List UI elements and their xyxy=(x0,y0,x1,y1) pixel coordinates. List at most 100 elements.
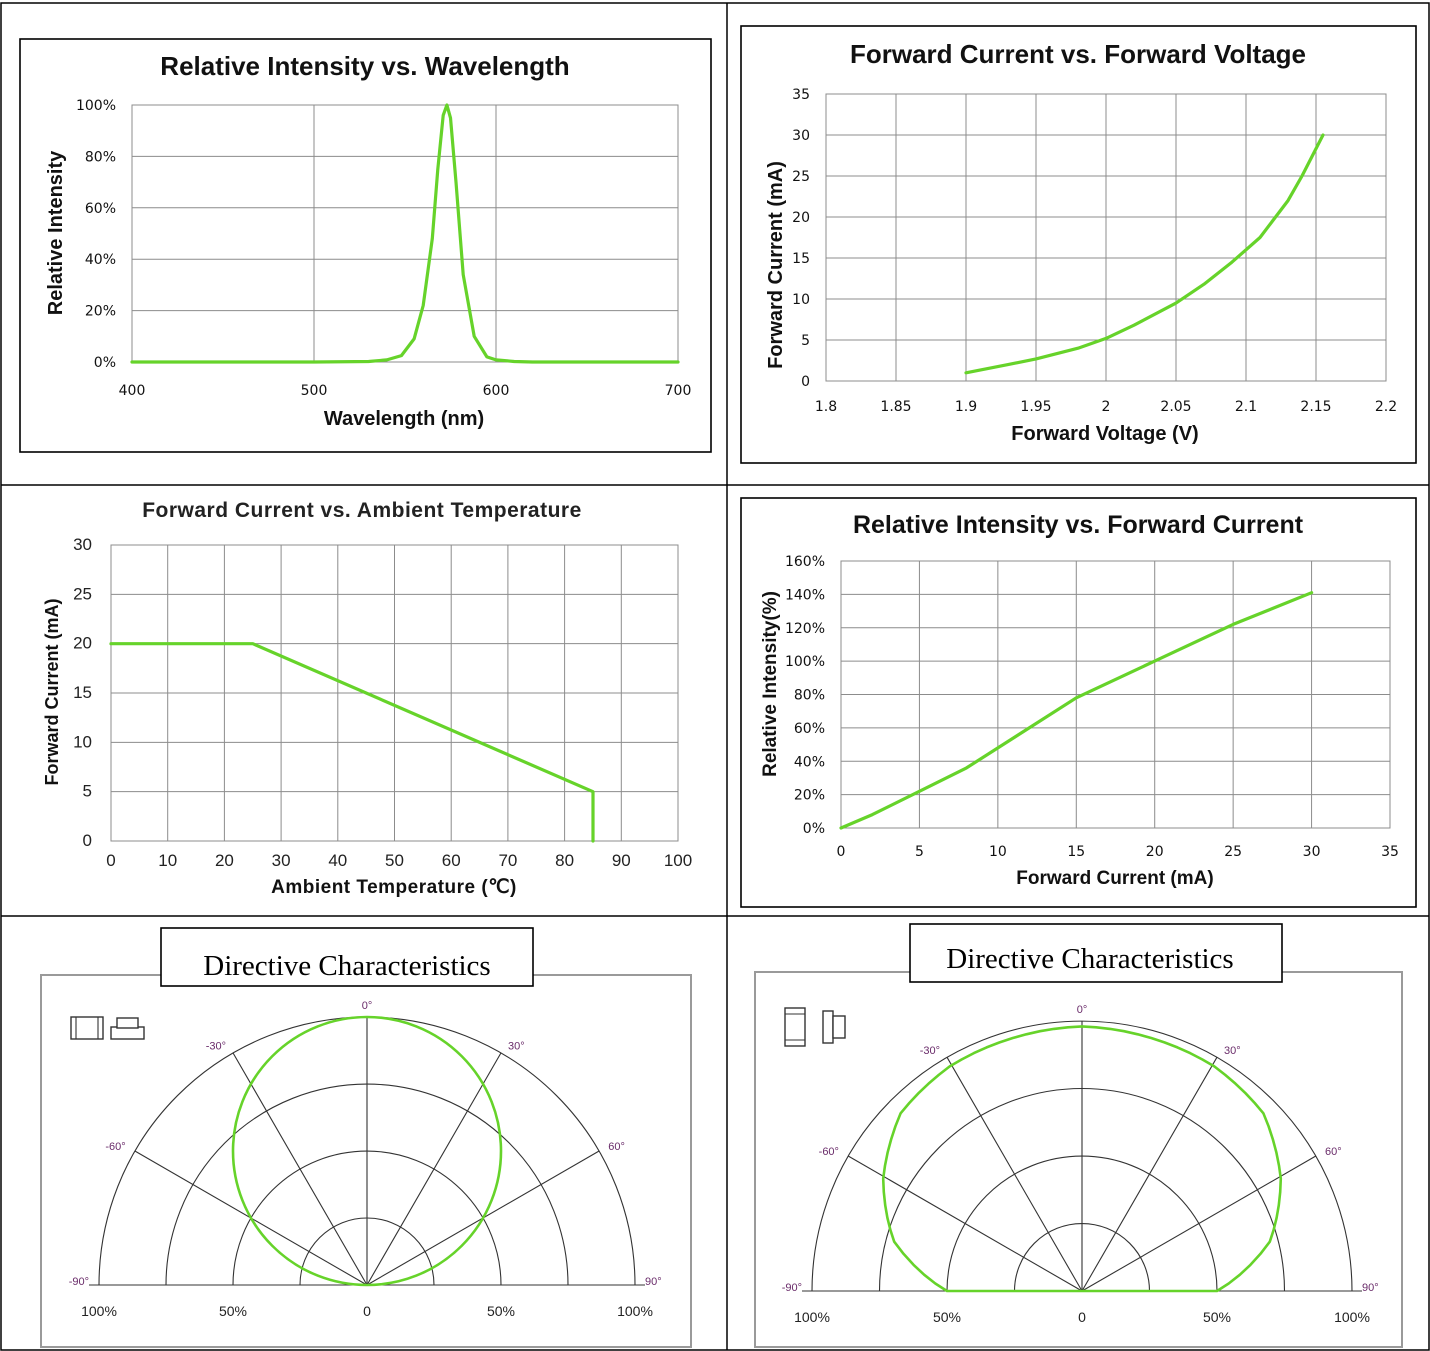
polar-angle-label: -90° xyxy=(782,1282,802,1294)
y-tick-label: 100% xyxy=(76,98,116,114)
x-tick-label: 600 xyxy=(483,383,510,399)
polar-radial-label: 100% xyxy=(1334,1309,1370,1325)
chart-relative-intensity-vs-forward-current: Relative Intensity vs. Forward Current 0… xyxy=(741,498,1416,907)
chart-title: Relative Intensity vs. Forward Current xyxy=(853,511,1304,539)
x-tick-label: 20 xyxy=(215,851,234,870)
chart-title: Relative Intensity vs. Wavelength xyxy=(160,51,569,81)
x-tick-label: 15 xyxy=(1067,844,1085,860)
polar-angle-label: -30° xyxy=(920,1045,940,1057)
x-axis-label: Ambient Temperature (℃) xyxy=(271,877,517,898)
polar-radial-label: 100% xyxy=(81,1303,117,1319)
x-tick-label: 30 xyxy=(272,851,291,870)
chart-directive-characteristics-right: 0° 30° 60° 90° -30° -60° -90° 100% 50% 0 50% 100% D… xyxy=(755,924,1402,1347)
x-tick-label: 0 xyxy=(106,851,115,870)
polar-radial-label: 50% xyxy=(933,1309,961,1325)
polar-angle-label: 30° xyxy=(1224,1045,1241,1057)
x-tick-label: 80 xyxy=(555,851,574,870)
y-tick-label: 10 xyxy=(73,732,92,751)
y-tick-label: 100% xyxy=(785,654,825,670)
polar-angle-label: -30° xyxy=(206,1041,226,1053)
chart-title: Forward Current vs. Ambient Temperature xyxy=(142,499,582,522)
x-tick-label: 5 xyxy=(915,844,924,860)
y-tick-label: 30 xyxy=(73,535,92,554)
x-tick-label: 2.2 xyxy=(1375,399,1397,415)
y-tick-label: 20 xyxy=(73,634,92,653)
polar-angle-label: 0° xyxy=(362,1000,373,1012)
y-tick-label: 0 xyxy=(83,831,92,850)
polar-angle-label: -90° xyxy=(69,1276,89,1288)
x-tick-label: 70 xyxy=(498,851,517,870)
y-tick-label: 60% xyxy=(85,201,116,217)
y-tick-label: 35 xyxy=(792,87,810,103)
polar-angle-label: 0° xyxy=(1077,1004,1088,1016)
y-tick-label: 5 xyxy=(83,782,92,801)
x-tick-label: 1.95 xyxy=(1020,399,1051,415)
y-tick-label: 15 xyxy=(73,683,92,702)
x-tick-label: 1.8 xyxy=(815,399,837,415)
chart-title: Forward Current vs. Forward Voltage xyxy=(850,39,1306,69)
x-tick-label: 50 xyxy=(385,851,404,870)
y-tick-label: 120% xyxy=(785,621,825,637)
x-tick-label: 10 xyxy=(158,851,177,870)
x-tick-label: 35 xyxy=(1381,844,1399,860)
y-axis-label: Relative Intensity xyxy=(45,150,67,315)
x-tick-label: 2 xyxy=(1102,399,1111,415)
x-tick-label: 700 xyxy=(665,383,692,399)
y-tick-label: 20% xyxy=(794,788,825,804)
x-tick-label: 60 xyxy=(442,851,461,870)
x-tick-label: 2.1 xyxy=(1235,399,1257,415)
polar-radial-label: 100% xyxy=(794,1309,830,1325)
polar-radial-label: 50% xyxy=(487,1303,515,1319)
y-tick-label: 160% xyxy=(785,554,825,570)
y-axis-label: Relative Intensity(%) xyxy=(760,591,781,777)
x-tick-label: 25 xyxy=(1224,844,1242,860)
y-tick-label: 80% xyxy=(794,688,825,704)
chart-forward-current-vs-forward-voltage: Forward Current vs. Forward Voltage 1.8 1… xyxy=(741,26,1416,463)
x-tick-label: 1.9 xyxy=(955,399,977,415)
y-tick-label: 0 xyxy=(801,374,810,390)
polar-radial-label: 0 xyxy=(363,1303,371,1319)
y-tick-label: 40% xyxy=(794,754,825,770)
polar-angle-label: 90° xyxy=(645,1276,662,1288)
x-axis-label: Wavelength (nm) xyxy=(324,408,484,430)
y-tick-label: 0% xyxy=(94,355,116,371)
x-tick-label: 2.15 xyxy=(1300,399,1331,415)
x-tick-label: 400 xyxy=(119,383,146,399)
polar-angle-label: 30° xyxy=(508,1041,525,1053)
x-tick-label: 500 xyxy=(301,383,328,399)
polar-radial-label: 50% xyxy=(1203,1309,1231,1325)
x-axis-label: Forward Current (mA) xyxy=(1016,868,1213,889)
polar-angle-label: 60° xyxy=(1325,1146,1342,1158)
polar-angle-label: -60° xyxy=(105,1141,125,1153)
y-tick-label: 30 xyxy=(792,128,810,144)
x-tick-label: 10 xyxy=(989,844,1007,860)
y-tick-label: 0% xyxy=(803,821,825,837)
polar-angle-label: -60° xyxy=(819,1146,839,1158)
chart-title: Directive Characteristics xyxy=(203,950,490,982)
chart-directive-characteristics-left: 0° 30° 60° 90° -30° -60° -90° 100% 50% 0 50% 100% D… xyxy=(41,928,691,1347)
y-axis-label: Forward Current (mA) xyxy=(42,598,62,785)
y-tick-label: 25 xyxy=(792,169,810,185)
x-tick-label: 20 xyxy=(1146,844,1164,860)
chart-frame xyxy=(741,26,1416,463)
y-axis-label: Forward Current (mA) xyxy=(765,161,787,369)
x-tick-label: 100 xyxy=(664,851,692,870)
x-axis-label: Forward Voltage (V) xyxy=(1011,423,1198,445)
polar-angle-label: 60° xyxy=(608,1141,625,1153)
y-tick-label: 25 xyxy=(73,584,92,603)
x-tick-label: 30 xyxy=(1303,844,1321,860)
x-tick-label: 2.05 xyxy=(1160,399,1191,415)
chart-title: Directive Characteristics xyxy=(946,943,1233,975)
polar-angle-label: 90° xyxy=(1362,1282,1379,1294)
y-tick-label: 20% xyxy=(85,304,116,320)
y-tick-label: 80% xyxy=(85,149,116,165)
x-tick-label: 90 xyxy=(612,851,631,870)
x-tick-label: 0 xyxy=(837,844,846,860)
y-tick-label: 5 xyxy=(801,333,810,349)
y-tick-label: 10 xyxy=(792,292,810,308)
y-tick-label: 40% xyxy=(85,252,116,268)
polar-radial-label: 0 xyxy=(1078,1309,1086,1325)
polar-radial-label: 50% xyxy=(219,1303,247,1319)
y-tick-label: 140% xyxy=(785,587,825,603)
